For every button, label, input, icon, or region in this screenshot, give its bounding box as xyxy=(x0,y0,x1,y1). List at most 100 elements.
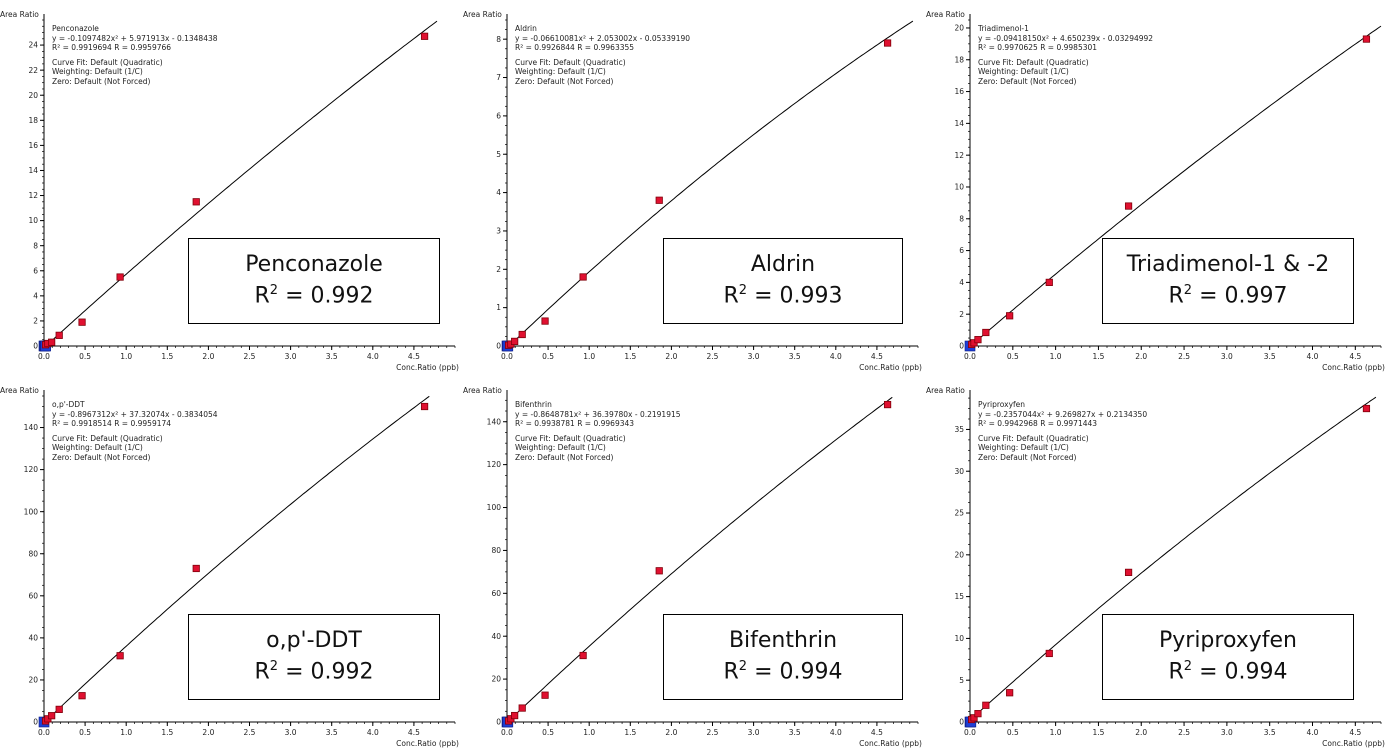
x-tick-label: 1.5 xyxy=(624,352,636,361)
fit-curve xyxy=(46,20,438,346)
x-tick-label: 3.5 xyxy=(326,728,338,737)
r-squared-value: = 0.994 xyxy=(754,659,843,685)
x-axis-title: Conc.Ratio (ppb) xyxy=(1322,363,1385,372)
y-tick-label: 100 xyxy=(24,507,39,516)
x-axis-title: Conc.Ratio (ppb) xyxy=(859,739,922,748)
y-tick-label: 6 xyxy=(496,111,501,120)
compound-label-box: Pyriproxyfen R2 = 0.994 xyxy=(1102,614,1354,700)
r-squared-line: R² = 0.9942968 R = 0.9971443 xyxy=(978,419,1098,429)
compound-label-box: Aldrin R2 = 0.993 xyxy=(663,238,903,324)
y-tick-label: 60 xyxy=(491,589,501,598)
x-tick-label: 4.5 xyxy=(1349,352,1361,361)
y-axis-title: Area Ratio xyxy=(463,386,502,395)
r-squared-value: = 0.992 xyxy=(285,659,374,685)
y-tick-label: 4 xyxy=(959,278,964,287)
data-point xyxy=(192,198,200,206)
fit-setting: Curve Fit: Default (Quadratic) xyxy=(978,433,1089,443)
y-tick-label: 16 xyxy=(28,141,38,150)
data-point xyxy=(1362,35,1371,43)
chart-panel: 0 5 10 15 20 25 30 35 0.0 0.5 1.0 1.5 2.0 2.5 3.0 3.5 4.… xyxy=(926,376,1389,751)
y-tick-label: 10 xyxy=(28,216,38,225)
y-tick-label: 20 xyxy=(28,91,38,100)
r-squared-line: R² = 0.9918514 R = 0.9959174 xyxy=(52,419,172,429)
r-squared-line: R² = 0.9926844 R = 0.9963355 xyxy=(515,43,635,53)
data-point xyxy=(518,704,526,712)
fit-setting: Weighting: Default (1/C) xyxy=(978,443,1069,453)
y-tick-label: 1 xyxy=(496,303,501,312)
x-tick-label: 1.0 xyxy=(120,352,132,361)
x-tick-label: 0.0 xyxy=(964,352,976,361)
curve-info: Pyriproxyfen y = -0.2357044x² + 9.269827x… xyxy=(978,400,1147,463)
data-point xyxy=(883,39,892,47)
y-tick-label: 8 xyxy=(496,35,501,44)
compound-label-box: o,p'-DDT R2 = 0.992 xyxy=(188,614,440,700)
data-point xyxy=(1124,202,1133,210)
y-tick-label: 0 xyxy=(959,342,964,351)
data-point xyxy=(1124,568,1133,576)
y-tick-label: 30 xyxy=(954,467,964,476)
fit-setting: Curve Fit: Default (Quadratic) xyxy=(978,57,1089,67)
chart-svg: 0 2 4 6 8 10 12 14 16 18 20 0.0 0.5 1.0 1.5 2.0 2.5 3.0 3.… xyxy=(954,14,1382,361)
x-tick-label: 2.0 xyxy=(1135,352,1147,361)
y-tick-label: 0 xyxy=(496,342,501,351)
compound-label: Triadimenol-1 & -2 xyxy=(1126,252,1330,278)
y-axis-title: Area Ratio xyxy=(0,386,39,395)
r-squared-label: R2 = 0.993 xyxy=(723,283,843,309)
fit-curve xyxy=(509,20,914,346)
x-tick-label: 2.5 xyxy=(1178,352,1190,361)
data-point xyxy=(970,714,978,722)
data-point xyxy=(1006,689,1014,697)
x-tick-label: 1.5 xyxy=(624,728,636,737)
fit-setting: Weighting: Default (1/C) xyxy=(52,67,143,77)
compound-label-box: Triadimenol-1 & -2 R2 = 0.997 xyxy=(1102,238,1354,324)
y-tick-label: 10 xyxy=(954,634,964,643)
x-tick-label: 0.5 xyxy=(542,728,554,737)
chart-svg: 0 5 10 15 20 25 30 35 0.0 0.5 1.0 1.5 2.0 2.5 3.0 3.5 4.… xyxy=(954,390,1382,737)
x-tick-label: 4.5 xyxy=(1349,728,1361,737)
fit-setting: Curve Fit: Default (Quadratic) xyxy=(515,57,626,67)
r-squared-line: R² = 0.9938781 R = 0.9969343 xyxy=(515,419,635,429)
y-tick-label: 100 xyxy=(487,503,502,512)
x-tick-label: 1.5 xyxy=(1092,728,1104,737)
compound-name: Penconazole xyxy=(52,24,99,33)
data-point xyxy=(116,273,124,281)
data-point xyxy=(511,711,519,720)
chart-panel: 0 2 4 6 8 10 12 14 16 18 20 22 24 0.0 0.5 1.0 1.5 2.0 2.5 3… xyxy=(0,0,463,375)
chart-svg: 0 20 40 60 80 100 120 140 0.0 0.5 1.0 1.5 2.0 2.5 3.0 3… xyxy=(24,390,456,737)
y-tick-label: 140 xyxy=(487,417,502,426)
y-tick-label: 80 xyxy=(28,549,38,558)
r-squared-label: R2 = 0.992 xyxy=(254,283,374,309)
x-tick-label: 2.5 xyxy=(244,728,256,737)
x-axis-title: Conc.Ratio (ppb) xyxy=(396,363,459,372)
data-point xyxy=(116,652,124,660)
y-tick-label: 18 xyxy=(28,116,38,125)
x-tick-label: 3.5 xyxy=(1264,352,1276,361)
data-point xyxy=(982,328,990,337)
fit-curve xyxy=(509,396,893,721)
data-point xyxy=(1045,278,1053,286)
compound-label: Pyriproxyfen xyxy=(1158,628,1297,654)
x-tick-label: 4.5 xyxy=(871,352,883,361)
x-axis-title: Conc.Ratio (ppb) xyxy=(1322,739,1385,748)
fit-setting: Weighting: Default (1/C) xyxy=(515,443,606,453)
x-tick-label: 4.0 xyxy=(830,728,842,737)
r-squared-value: = 0.997 xyxy=(1199,283,1288,309)
fit-setting: Curve Fit: Default (Quadratic) xyxy=(52,433,163,443)
data-point xyxy=(511,337,519,345)
curve-info: Aldrin y = -0.06610081x² + 2.053002x - 0.… xyxy=(515,24,690,87)
fit-curve xyxy=(46,395,430,721)
chart-panel: 0 20 40 60 80 100 120 140 0.0 0.5 1.0 1.5 2.0 2.5 3.0 3… xyxy=(463,376,926,751)
x-tick-label: 3.5 xyxy=(789,352,801,361)
y-tick-label: 35 xyxy=(954,425,964,434)
y-tick-label: 24 xyxy=(28,41,38,50)
y-tick-label: 25 xyxy=(954,509,964,518)
curve-info: Bifenthrin y = -0.8648781x² + 36.39780x -… xyxy=(515,400,681,463)
y-tick-label: 5 xyxy=(496,150,501,159)
data-point xyxy=(1362,404,1371,413)
fit-equation: y = -0.8967312x² + 37.32074x - 0.3834054 xyxy=(52,409,218,419)
y-tick-label: 60 xyxy=(28,591,38,600)
fit-setting: Zero: Default (Not Forced) xyxy=(52,76,151,86)
x-tick-label: 0.0 xyxy=(964,728,976,737)
data-point xyxy=(541,691,549,699)
